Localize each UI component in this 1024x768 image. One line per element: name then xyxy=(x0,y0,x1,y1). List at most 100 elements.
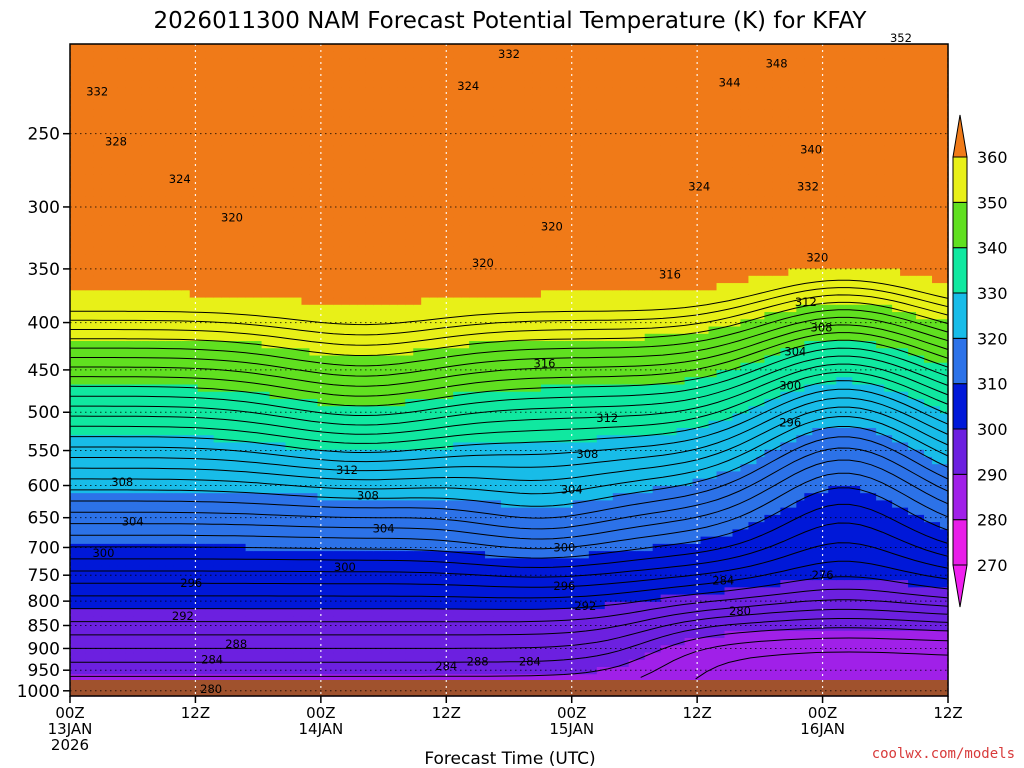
field-cell xyxy=(509,268,518,277)
field-cell xyxy=(469,101,478,110)
field-cell xyxy=(413,551,422,559)
field-cell xyxy=(109,341,119,349)
field-cell xyxy=(213,217,223,226)
field-cell xyxy=(325,304,334,313)
field-cell xyxy=(365,522,374,530)
field-cell xyxy=(421,232,430,241)
field-cell xyxy=(477,623,486,632)
field-cell xyxy=(245,609,255,617)
field-cell xyxy=(365,232,374,241)
field-cell xyxy=(293,159,303,168)
field-cell xyxy=(277,565,287,574)
field-cell xyxy=(181,341,191,349)
field-cell xyxy=(269,370,279,378)
field-cell xyxy=(325,667,334,675)
field-cell xyxy=(205,159,215,168)
field-cell xyxy=(261,87,271,96)
field-cell xyxy=(317,413,327,422)
field-cell xyxy=(189,580,199,588)
field-cell xyxy=(149,377,159,386)
field-cell xyxy=(205,196,215,204)
field-cell xyxy=(373,51,382,60)
field-cell xyxy=(461,130,470,139)
field-cell xyxy=(213,94,223,103)
field-cell xyxy=(397,138,406,147)
field-cell xyxy=(309,297,319,306)
field-cell xyxy=(117,254,127,262)
field-cell xyxy=(70,674,79,683)
field-cell xyxy=(125,181,135,190)
field-cell xyxy=(277,406,287,415)
field-cell xyxy=(141,123,151,132)
field-cell xyxy=(453,246,462,255)
field-cell xyxy=(349,667,358,675)
field-cell xyxy=(261,645,271,654)
field-cell xyxy=(157,51,167,60)
field-cell xyxy=(485,326,494,335)
field-cell xyxy=(117,80,127,89)
field-cell xyxy=(493,87,502,96)
field-cell xyxy=(485,210,494,219)
field-cell xyxy=(181,44,191,52)
field-cell xyxy=(269,44,279,52)
field-cell xyxy=(421,152,430,161)
field-cell xyxy=(285,261,295,270)
field-cell xyxy=(205,58,215,67)
field-cell xyxy=(285,188,295,197)
field-cell xyxy=(469,159,478,168)
field-cell xyxy=(453,471,462,480)
field-cell xyxy=(293,109,303,118)
field-cell xyxy=(301,348,311,357)
field-cell xyxy=(349,572,358,581)
field-cell xyxy=(181,348,191,357)
field-cell xyxy=(421,500,430,509)
field-cell xyxy=(141,210,151,219)
field-cell xyxy=(357,587,366,596)
field-cell xyxy=(213,674,223,683)
field-cell xyxy=(349,94,358,103)
field-cell xyxy=(93,51,103,60)
field-cell xyxy=(85,109,95,118)
field-cell xyxy=(253,138,263,147)
field-cell xyxy=(325,326,334,335)
field-cell xyxy=(245,514,255,523)
field-cell xyxy=(349,616,358,625)
field-cell xyxy=(445,674,454,683)
field-cell xyxy=(245,333,255,342)
field-cell xyxy=(157,225,167,233)
field-cell xyxy=(221,72,231,81)
field-cell xyxy=(197,478,207,487)
field-cell xyxy=(237,601,247,610)
field-cell xyxy=(205,478,215,487)
field-cell xyxy=(285,116,295,125)
field-cell xyxy=(157,507,167,516)
field-cell xyxy=(461,326,470,335)
field-cell xyxy=(277,232,287,241)
field-cell xyxy=(445,348,454,357)
field-cell xyxy=(285,377,295,386)
field-cell xyxy=(149,362,159,371)
field-cell xyxy=(149,87,159,96)
field-cell xyxy=(301,522,311,530)
field-cell xyxy=(413,304,422,313)
field-cell xyxy=(165,65,175,74)
field-cell xyxy=(229,232,239,241)
field-cell xyxy=(365,529,374,538)
field-cell xyxy=(269,152,279,161)
field-cell xyxy=(381,652,390,661)
field-cell xyxy=(413,80,422,89)
field-cell xyxy=(197,225,207,233)
field-cell xyxy=(101,601,111,610)
field-cell xyxy=(85,616,95,625)
field-cell xyxy=(285,94,295,103)
field-cell xyxy=(493,652,502,661)
field-cell xyxy=(93,246,103,255)
field-cell xyxy=(165,638,175,646)
field-cell xyxy=(381,485,390,494)
field-cell xyxy=(365,565,374,574)
field-cell xyxy=(317,210,327,219)
field-cell xyxy=(469,355,478,364)
field-cell xyxy=(301,217,311,226)
field-cell xyxy=(197,449,207,458)
field-cell xyxy=(189,478,199,487)
